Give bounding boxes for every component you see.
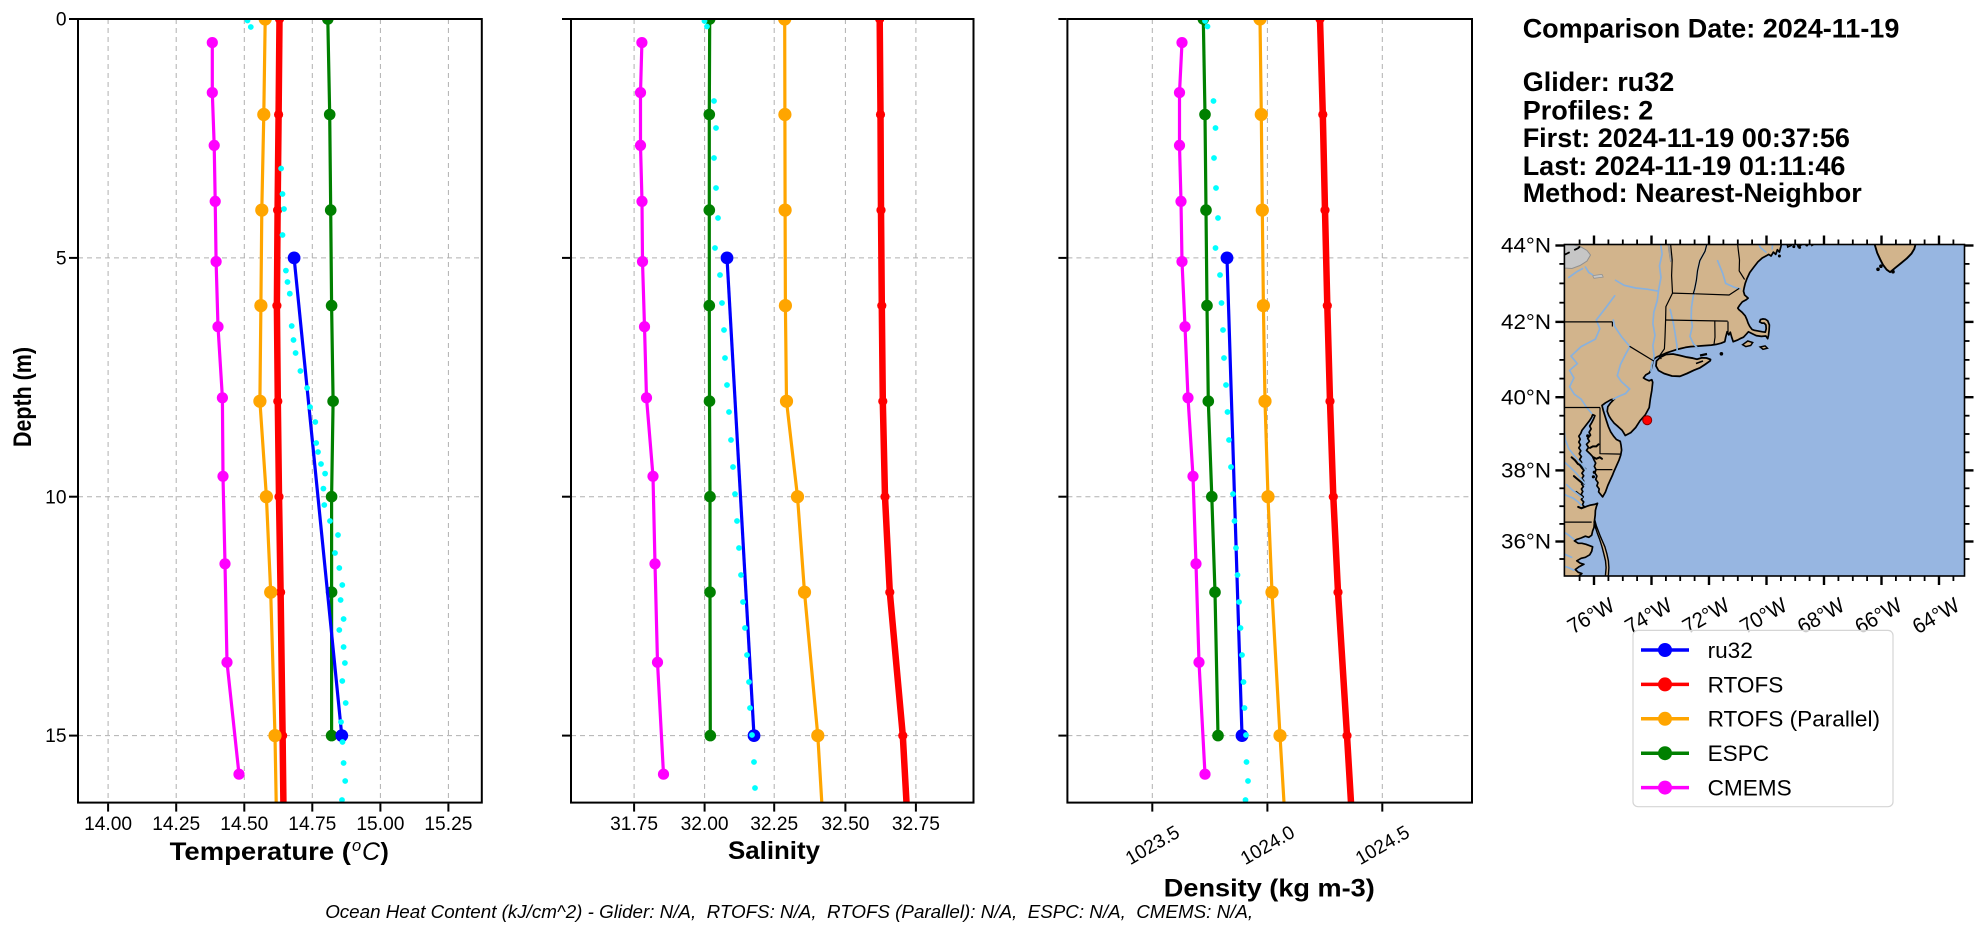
svg-text:Density (kg m-3): Density (kg m-3) (1164, 874, 1375, 902)
svg-text:First: 2024-11-19 00:37:56: First: 2024-11-19 00:37:56 (1523, 123, 1850, 153)
svg-text:Glider: ru32: Glider: ru32 (1523, 67, 1675, 97)
svg-text:Method: Nearest-Neighbor: Method: Nearest-Neighbor (1523, 178, 1863, 208)
svg-text:15.25: 15.25 (424, 814, 472, 835)
svg-text:RTOFS: RTOFS (1708, 672, 1784, 697)
svg-text:42°N: 42°N (1501, 310, 1551, 334)
svg-text:14.00: 14.00 (84, 814, 132, 835)
svg-text:Comparison Date: 2024-11-19: Comparison Date: 2024-11-19 (1523, 14, 1900, 44)
svg-text:RTOFS (Parallel): RTOFS (Parallel) (1708, 707, 1880, 732)
svg-text:Salinity: Salinity (728, 837, 820, 865)
svg-text:C: C (362, 838, 381, 866)
svg-text:32.00: 32.00 (681, 814, 729, 835)
svg-text:Depth (m): Depth (m) (9, 347, 37, 447)
svg-text:Ocean Heat Content (kJ/cm^2) -: Ocean Heat Content (kJ/cm^2) - Glider: N… (325, 901, 1253, 922)
svg-text:ru32: ru32 (1708, 638, 1753, 663)
svg-text:ESPC: ESPC (1708, 741, 1770, 766)
svg-text:14.25: 14.25 (152, 814, 200, 835)
svg-text:0: 0 (56, 10, 67, 31)
svg-text:32.25: 32.25 (750, 814, 798, 835)
svg-text:32.50: 32.50 (821, 814, 869, 835)
svg-text:36°N: 36°N (1501, 530, 1551, 554)
svg-text:5: 5 (56, 249, 67, 270)
svg-text:44°N: 44°N (1501, 234, 1551, 258)
svg-text:32.75: 32.75 (892, 814, 940, 835)
svg-text:15: 15 (45, 726, 66, 747)
svg-text:): ) (381, 838, 389, 866)
svg-text:15.00: 15.00 (356, 814, 404, 835)
svg-text:o: o (352, 837, 361, 855)
svg-text:14.50: 14.50 (220, 814, 268, 835)
svg-text:40°N: 40°N (1501, 385, 1551, 409)
svg-text:Last: 2024-11-19 01:11:46: Last: 2024-11-19 01:11:46 (1523, 151, 1846, 181)
svg-text:Temperature (: Temperature ( (170, 838, 352, 866)
svg-text:38°N: 38°N (1501, 459, 1551, 483)
svg-text:14.75: 14.75 (288, 814, 336, 835)
svg-text:CMEMS: CMEMS (1708, 776, 1792, 801)
svg-text:Profiles: 2: Profiles: 2 (1523, 95, 1654, 125)
svg-text:10: 10 (45, 487, 66, 508)
svg-text:31.75: 31.75 (610, 814, 658, 835)
